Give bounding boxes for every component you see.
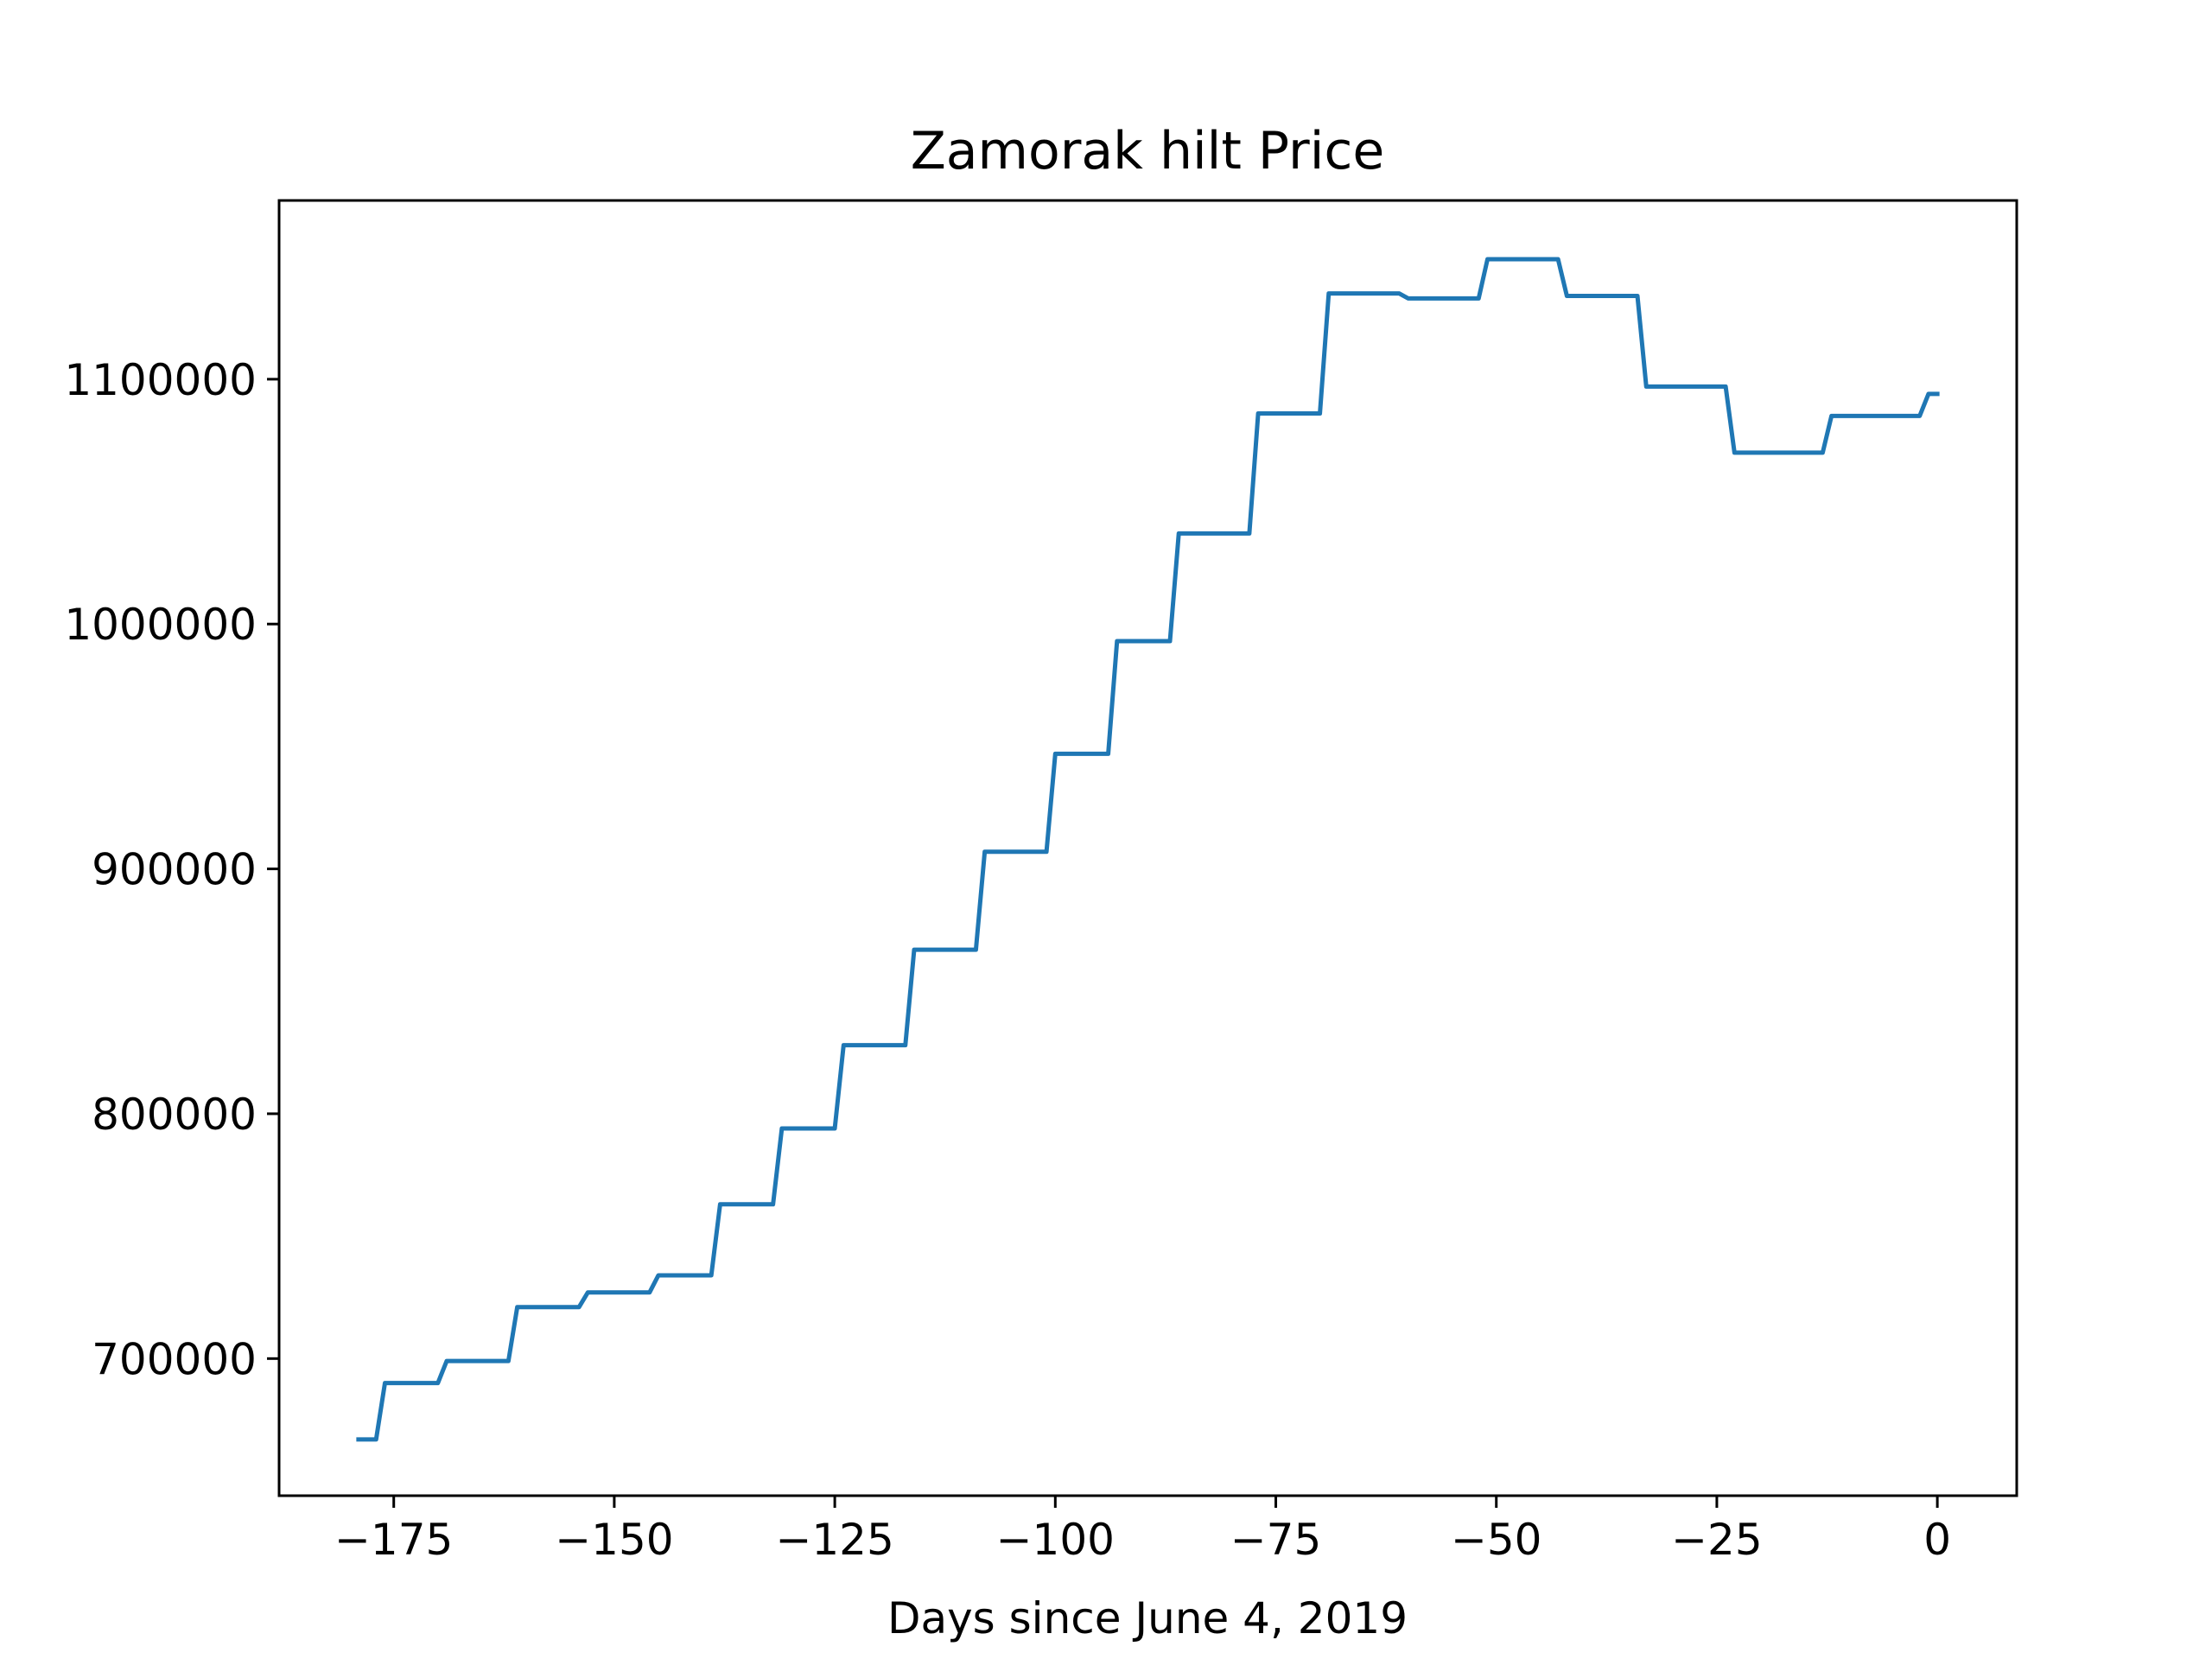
y-tick-label: 1100000 xyxy=(64,355,257,405)
chart-title: Zamorak hilt Price xyxy=(911,121,1385,181)
x-tick-label: −125 xyxy=(775,1515,893,1565)
x-axis-label: Days since June 4, 2019 xyxy=(887,1593,1408,1643)
y-tick-label: 900000 xyxy=(92,845,257,895)
x-tick-label: −150 xyxy=(555,1515,673,1565)
y-tick-label: 1000000 xyxy=(64,600,257,650)
series-layer xyxy=(356,257,1940,1442)
x-axis: −175 −150 −125 −100 −75 −50 −25 0 xyxy=(334,1496,1951,1565)
y-tick-label: 700000 xyxy=(92,1334,257,1384)
x-tick-label: −100 xyxy=(996,1515,1115,1565)
y-axis: 700000 800000 900000 1000000 1100000 xyxy=(64,355,279,1384)
x-tick-label: −25 xyxy=(1671,1515,1763,1565)
x-tick-label: −175 xyxy=(334,1515,453,1565)
series-line-0 xyxy=(356,257,1940,1442)
axes-frame xyxy=(277,199,2018,1497)
y-tick-label: 800000 xyxy=(92,1090,257,1140)
x-tick-label: −75 xyxy=(1230,1515,1322,1565)
x-tick-label: −50 xyxy=(1451,1515,1542,1565)
x-tick-label: 0 xyxy=(1923,1515,1951,1565)
